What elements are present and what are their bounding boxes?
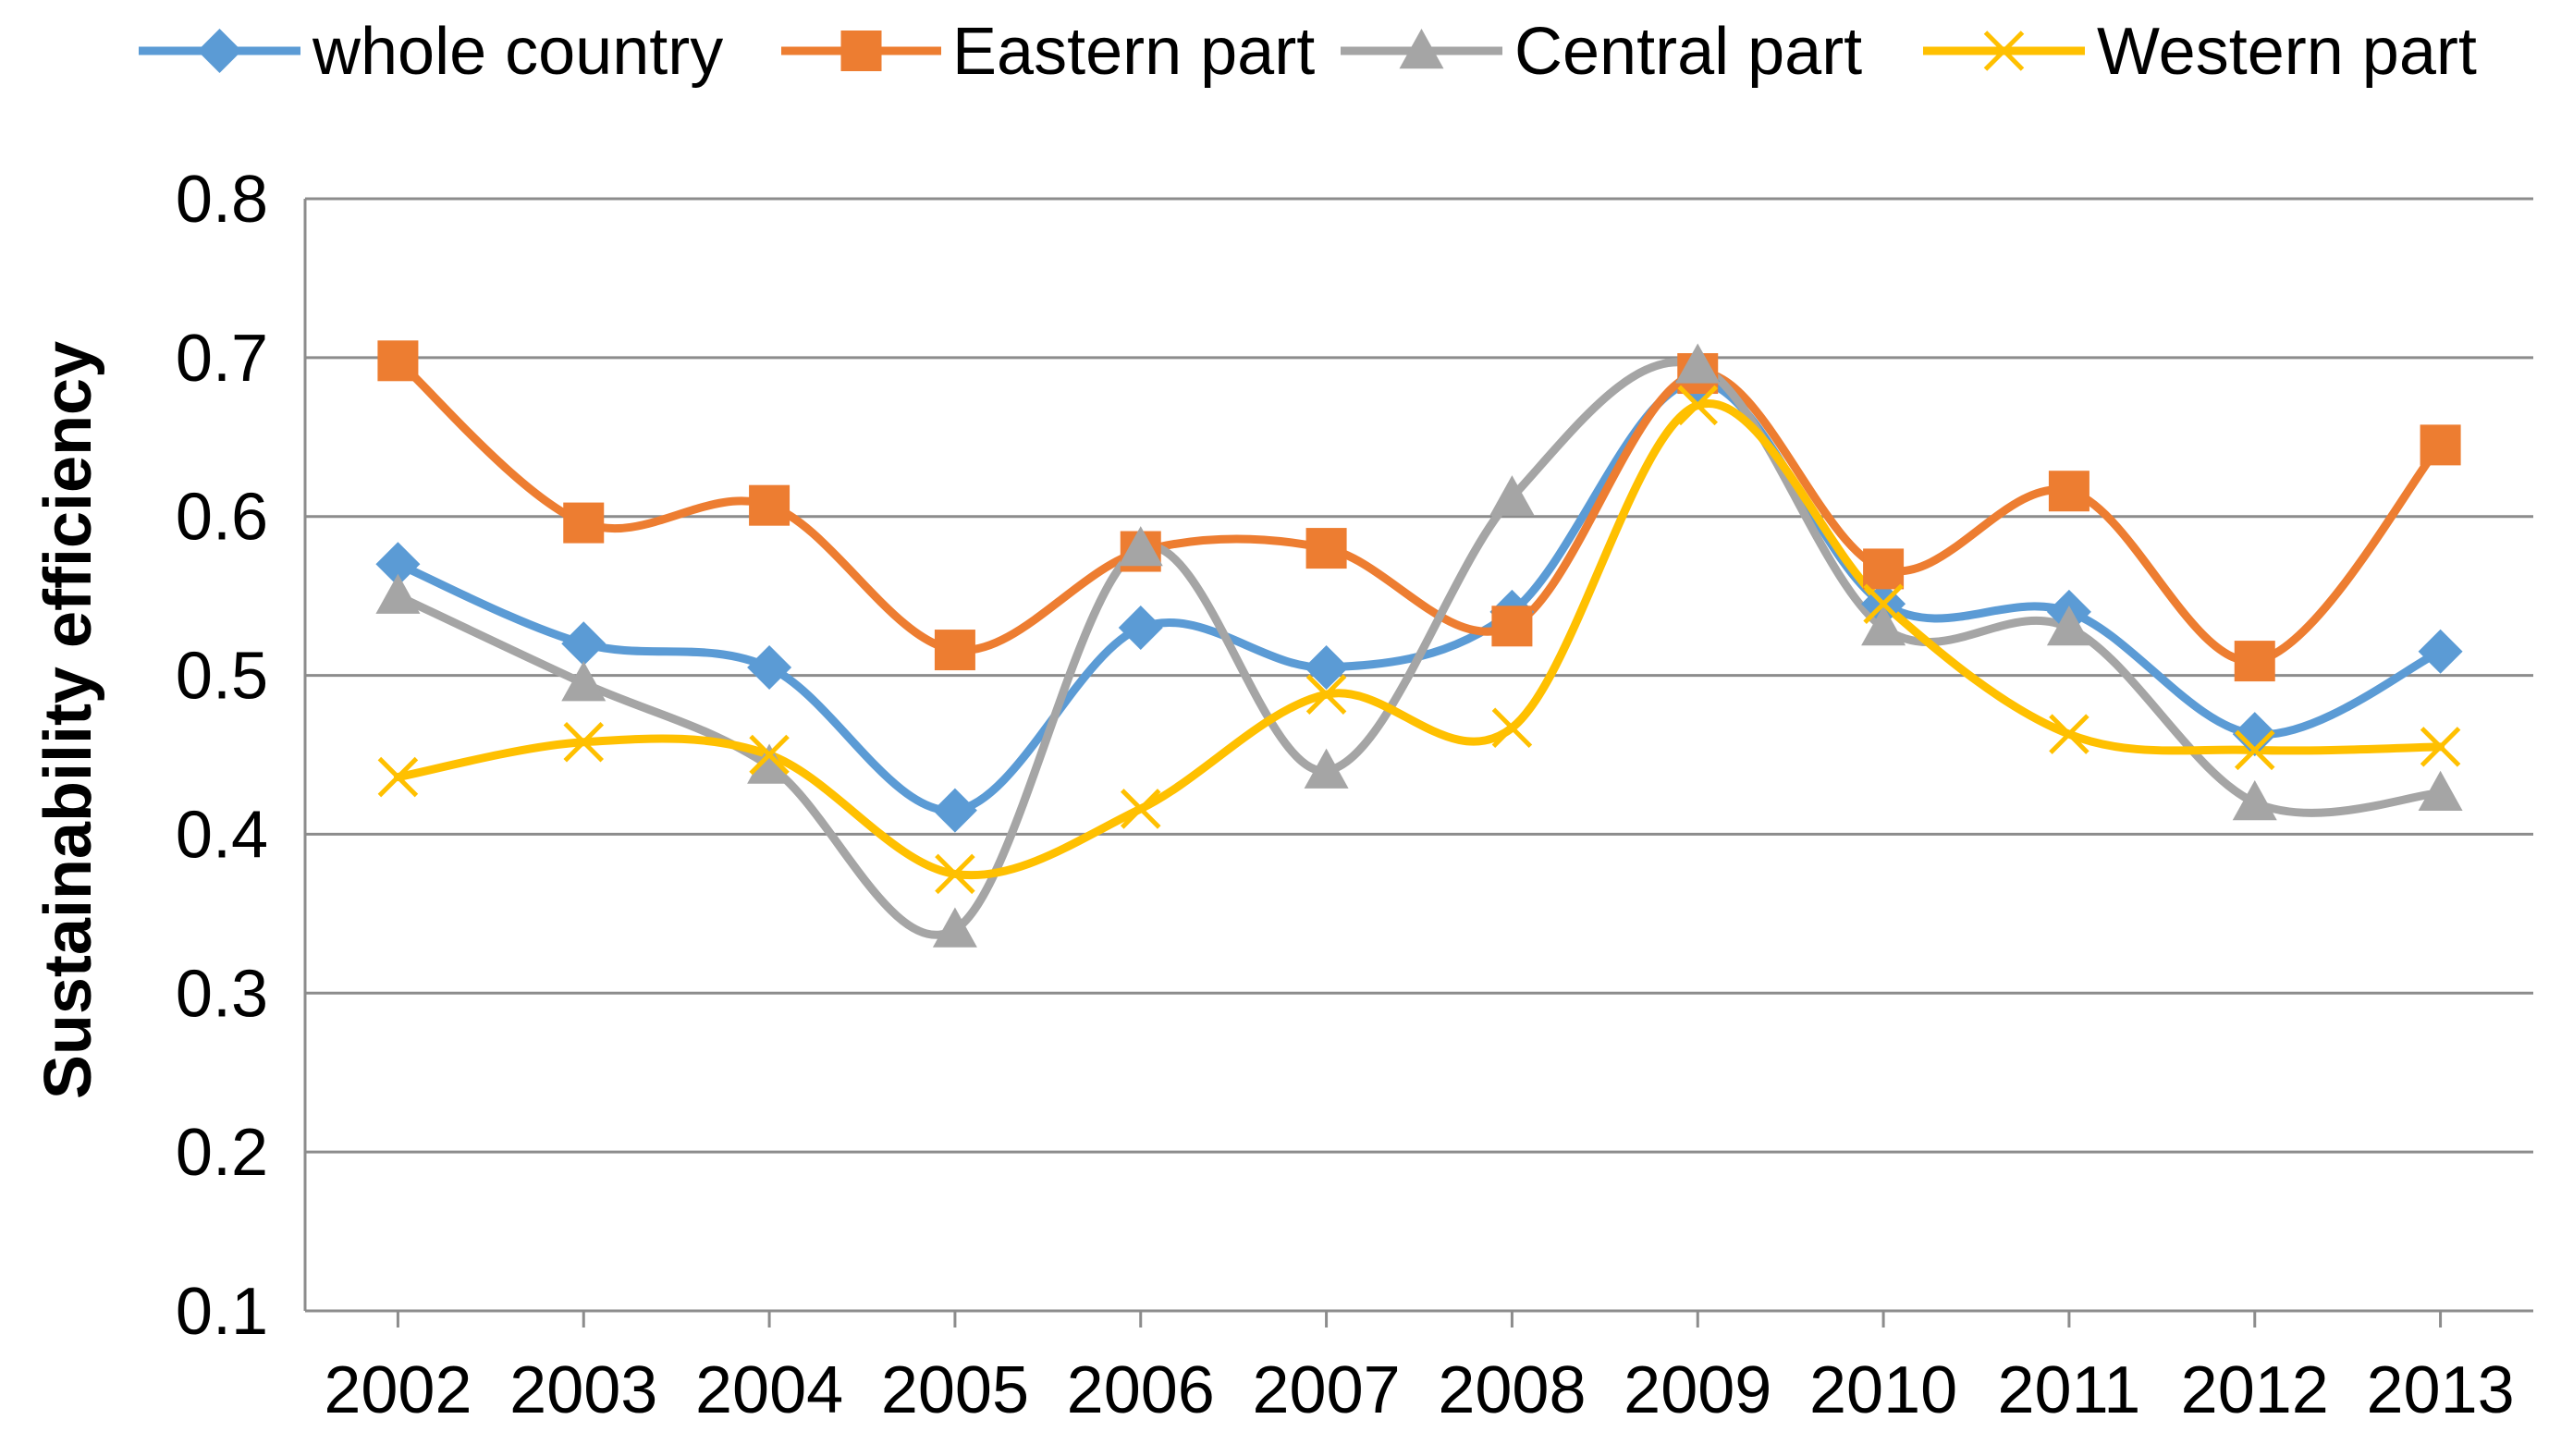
data-point-eastern-part bbox=[749, 484, 790, 526]
data-point-whole-country bbox=[747, 644, 792, 690]
legend-item-eastern-part: Eastern part bbox=[781, 15, 1315, 89]
data-point-eastern-part bbox=[2420, 424, 2461, 466]
data-point-central-part bbox=[1861, 606, 1906, 646]
data-point-eastern-part bbox=[563, 502, 605, 544]
data-point-central-part bbox=[1304, 748, 1349, 789]
data-point-eastern-part bbox=[2234, 641, 2275, 682]
y-tick-label: 0.3 bbox=[176, 957, 268, 1031]
x-tick-label: 2006 bbox=[1067, 1353, 1215, 1427]
y-tick-label: 0.6 bbox=[176, 481, 268, 555]
legend-label: whole country bbox=[312, 15, 723, 89]
legend-marker bbox=[197, 29, 242, 73]
data-point-western-part bbox=[935, 853, 975, 895]
legend-item-central-part: Central part bbox=[1341, 15, 1862, 89]
x-tick-label: 2005 bbox=[881, 1353, 1029, 1427]
data-point-western-part bbox=[563, 721, 605, 763]
y-tick-label: 0.2 bbox=[176, 1116, 268, 1190]
legend-marker bbox=[840, 31, 882, 71]
y-tick-label: 0.5 bbox=[176, 640, 268, 714]
tick-layer: 0.1 0.2 0.3 0.4 0.5 0.6 0.7 0.8 2002 2003 2004 2005… bbox=[176, 163, 2515, 1427]
legend-label: Eastern part bbox=[952, 15, 1315, 89]
legend-item-whole-country: whole country bbox=[139, 15, 723, 89]
x-tick-label: 2002 bbox=[324, 1353, 472, 1427]
data-point-central-part bbox=[2046, 606, 2091, 646]
data-point-whole-country bbox=[375, 542, 421, 587]
data-point-central-part bbox=[375, 573, 421, 614]
legend-marker bbox=[1983, 31, 2025, 71]
data-point-western-part bbox=[1305, 674, 1347, 715]
data-point-eastern-part bbox=[2048, 471, 2089, 512]
legend-label: Western part bbox=[2097, 15, 2477, 89]
series-layer bbox=[393, 356, 2445, 939]
data-point-western-part bbox=[2049, 714, 2089, 754]
x-tick-label: 2008 bbox=[1438, 1353, 1586, 1427]
data-point-eastern-part bbox=[934, 630, 975, 671]
y-axis-label: Sustainability efficiency bbox=[31, 341, 105, 1099]
data-point-western-part bbox=[1120, 789, 1161, 829]
data-point-whole-country bbox=[561, 621, 607, 667]
y-tick-label: 0.8 bbox=[176, 163, 268, 237]
data-point-eastern-part bbox=[1305, 528, 1347, 569]
x-tick-label: 2010 bbox=[1809, 1353, 1957, 1427]
x-tick-label: 2013 bbox=[2366, 1353, 2514, 1427]
data-point-eastern-part bbox=[1863, 548, 1905, 590]
series-line-eastern-part bbox=[393, 356, 2445, 666]
legend-item-western-part: Western part bbox=[1923, 15, 2477, 89]
legend: whole country Eastern part Central part Wes… bbox=[139, 15, 2477, 89]
marker-layer bbox=[375, 340, 2463, 948]
data-point-western-part bbox=[2234, 729, 2275, 771]
data-point-whole-country bbox=[2232, 712, 2277, 757]
data-point-western-part bbox=[1491, 707, 1533, 749]
data-point-eastern-part bbox=[1491, 606, 1533, 647]
data-point-western-part bbox=[1863, 583, 1904, 625]
x-tick-label: 2003 bbox=[509, 1353, 657, 1427]
data-point-whole-country bbox=[1118, 606, 1163, 651]
legend-label: Central part bbox=[1514, 15, 1862, 89]
data-point-western-part bbox=[749, 734, 790, 776]
series-line-western-part bbox=[393, 399, 2445, 880]
x-tick-label: 2012 bbox=[2181, 1353, 2329, 1427]
x-tick-label: 2011 bbox=[1998, 1353, 2141, 1427]
data-point-western-part bbox=[377, 756, 419, 798]
x-tick-label: 2004 bbox=[695, 1353, 843, 1427]
data-point-central-part bbox=[1675, 343, 1721, 384]
data-point-eastern-part bbox=[377, 340, 419, 382]
data-point-central-part bbox=[561, 661, 607, 702]
data-point-central-part bbox=[747, 743, 792, 784]
data-point-central-part bbox=[2418, 770, 2463, 811]
data-point-western-part bbox=[1677, 385, 1719, 426]
data-point-whole-country bbox=[2418, 629, 2463, 674]
data-point-western-part bbox=[2420, 727, 2461, 767]
data-point-central-part bbox=[932, 907, 977, 948]
legend-marker bbox=[1399, 29, 1444, 69]
data-point-central-part bbox=[1489, 475, 1535, 516]
data-point-central-part bbox=[1118, 526, 1163, 567]
y-tick-label: 0.1 bbox=[176, 1275, 268, 1349]
data-point-whole-country bbox=[1304, 644, 1349, 690]
y-tick-label: 0.4 bbox=[176, 798, 268, 872]
y-tick-label: 0.7 bbox=[176, 322, 268, 396]
data-point-central-part bbox=[2232, 780, 2277, 821]
x-tick-label: 2009 bbox=[1624, 1353, 1771, 1427]
data-point-whole-country bbox=[932, 788, 977, 833]
x-tick-label: 2007 bbox=[1252, 1353, 1400, 1427]
